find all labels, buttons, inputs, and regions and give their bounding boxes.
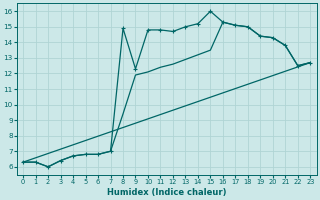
X-axis label: Humidex (Indice chaleur): Humidex (Indice chaleur) [107, 188, 227, 197]
